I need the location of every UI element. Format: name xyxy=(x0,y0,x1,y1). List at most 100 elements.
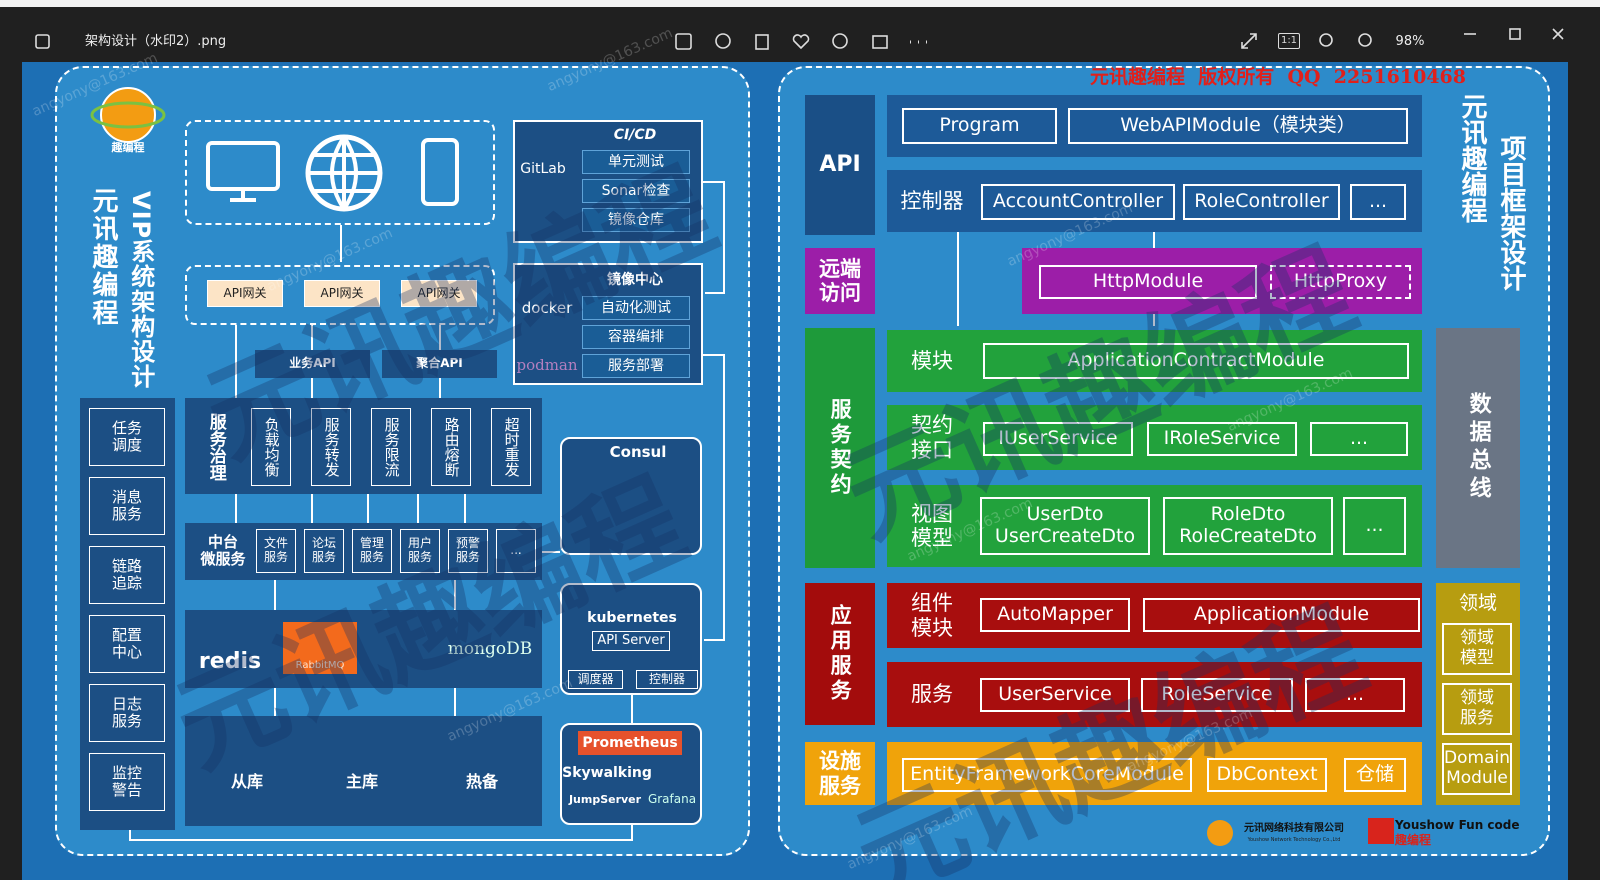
side-item: 监控警告 xyxy=(89,753,165,811)
data-bus: 数据总线 xyxy=(1436,328,1520,568)
mirror-step: 容器编排 xyxy=(582,325,690,349)
component-box: 仓储 xyxy=(1344,758,1406,792)
zoom-in-button[interactable] xyxy=(1358,33,1372,47)
mirror-step: 自动化测试 xyxy=(582,296,690,320)
component-box: Program xyxy=(902,108,1057,144)
share-button[interactable] xyxy=(872,35,888,49)
component-box: UserDto UserCreateDto xyxy=(980,497,1150,555)
prometheus-label: Prometheus xyxy=(578,731,682,755)
middle-item: 预警服务 xyxy=(448,529,488,573)
middle-item: 论坛服务 xyxy=(304,529,344,573)
right-title-2: 项目框架设计 xyxy=(1495,135,1526,291)
row-label: 控制器 xyxy=(900,188,964,213)
k8s-title: kubernetes xyxy=(587,609,677,626)
actual-size-button[interactable]: 1:1 xyxy=(1278,33,1300,49)
component-box: IRoleService xyxy=(1147,422,1297,456)
component-box: IUserService xyxy=(983,422,1133,456)
side-item: 任务调度 xyxy=(89,408,165,466)
db-label: 从库 xyxy=(230,771,263,791)
consul-label: Consul xyxy=(609,443,667,462)
governance-item: 服务转发 xyxy=(311,408,351,486)
component-box: DbContext xyxy=(1207,758,1327,792)
component-box: RoleController xyxy=(1183,184,1340,220)
maximize-button[interactable] xyxy=(1509,28,1521,40)
globe-lines xyxy=(308,135,380,211)
component-box: ... xyxy=(1305,678,1405,712)
app-icon xyxy=(35,34,50,49)
domain-panel xyxy=(1436,583,1520,805)
component-box: EntityFrameworkCoreModule xyxy=(902,758,1192,792)
skywalking-label: Skywalking xyxy=(562,764,652,781)
cicd-step: 单元测试 xyxy=(582,150,690,174)
store-band xyxy=(185,610,542,688)
close-button[interactable] xyxy=(1552,28,1564,40)
middle-item: 用户服务 xyxy=(400,529,440,573)
domain-item: 领域 模型 xyxy=(1442,623,1512,675)
brand-name-cn: 趣编程 xyxy=(1395,833,1432,848)
component-box: ApplicationModule xyxy=(1143,598,1420,632)
domain-item: Domain Module xyxy=(1442,743,1512,795)
side-item: 日志服务 xyxy=(89,684,165,742)
right-arrows xyxy=(957,232,1155,326)
component-box: ... xyxy=(1343,497,1406,555)
api-box: 业务API xyxy=(255,350,370,378)
layer-label: API xyxy=(805,95,875,235)
row-label: 契约 接口 xyxy=(911,413,953,462)
podman-label: podman xyxy=(516,356,578,375)
middle-item: 管理服务 xyxy=(352,529,392,573)
logo-orbit xyxy=(90,101,166,129)
file-name: 架构设计（水印2）.png xyxy=(85,33,227,49)
component-box: HttpModule xyxy=(1039,265,1257,299)
right-title-1: 元讯趣编程 xyxy=(1456,93,1487,223)
component-box: ... xyxy=(1310,422,1408,456)
gitlab-label: GitLab xyxy=(520,160,566,177)
edit-button[interactable] xyxy=(675,33,692,50)
domain-title: 领域 xyxy=(1458,592,1497,615)
layer-label: 应用服务 xyxy=(805,583,875,725)
client-group xyxy=(185,120,495,225)
governance-item: 超时重发 xyxy=(491,408,531,486)
middle-item: ... xyxy=(496,529,536,573)
monitor-stand xyxy=(230,189,256,202)
info-button[interactable] xyxy=(832,33,848,49)
company-logo xyxy=(1207,820,1233,846)
logo-text: 趣编程 xyxy=(111,140,145,154)
layer-row xyxy=(887,95,1422,157)
gateway-group xyxy=(185,265,495,325)
docker-label: docker xyxy=(521,299,573,318)
top-strip xyxy=(0,0,1600,7)
company-name: 元讯网络科技有限公司 xyxy=(1244,823,1344,835)
layer-label: 服务契约 xyxy=(805,328,875,568)
redis-label: redis xyxy=(198,649,262,675)
copyright: 元讯趣编程 版权所有 QQ 2251610468 xyxy=(1090,66,1466,89)
phone-icon xyxy=(421,138,459,206)
governance-item: 负载均衡 xyxy=(251,408,291,486)
row-label: 模块 xyxy=(911,348,953,373)
middle-item: 文件服务 xyxy=(256,529,296,573)
rabbitmq-logo: RabbitMQ xyxy=(283,622,357,674)
rotate-button[interactable] xyxy=(715,33,731,49)
grafana-label: Grafana xyxy=(647,792,697,807)
favorite-button[interactable] xyxy=(792,34,810,50)
api-gateway: API网关 xyxy=(304,280,380,307)
cicd-step: 镜像仓库 xyxy=(582,208,690,232)
governance-item: 服务限流 xyxy=(371,408,411,486)
mongodb-label: mongoDB xyxy=(447,639,533,660)
mirror-step: 服务部署 xyxy=(582,354,690,378)
consul-panel xyxy=(560,437,702,555)
layer-row xyxy=(887,330,1422,392)
component-box: RoleService xyxy=(1141,678,1293,712)
brand-logo xyxy=(1368,818,1394,844)
zoom-out-button[interactable] xyxy=(1319,33,1333,47)
company-name-en: Youshow Network Technology Co.,Ltd xyxy=(1247,837,1341,844)
row-label: 组件 模块 xyxy=(911,591,953,640)
delete-button[interactable] xyxy=(755,34,769,50)
governance-band xyxy=(185,398,542,494)
fullscreen-button[interactable] xyxy=(1241,33,1257,49)
api-box: 聚合API xyxy=(382,350,497,378)
component-box: AccountController xyxy=(981,184,1175,220)
governance-item: 路由熔断 xyxy=(431,408,471,486)
middle-title: 中台 微服务 xyxy=(200,532,246,568)
layer-row xyxy=(887,405,1422,470)
